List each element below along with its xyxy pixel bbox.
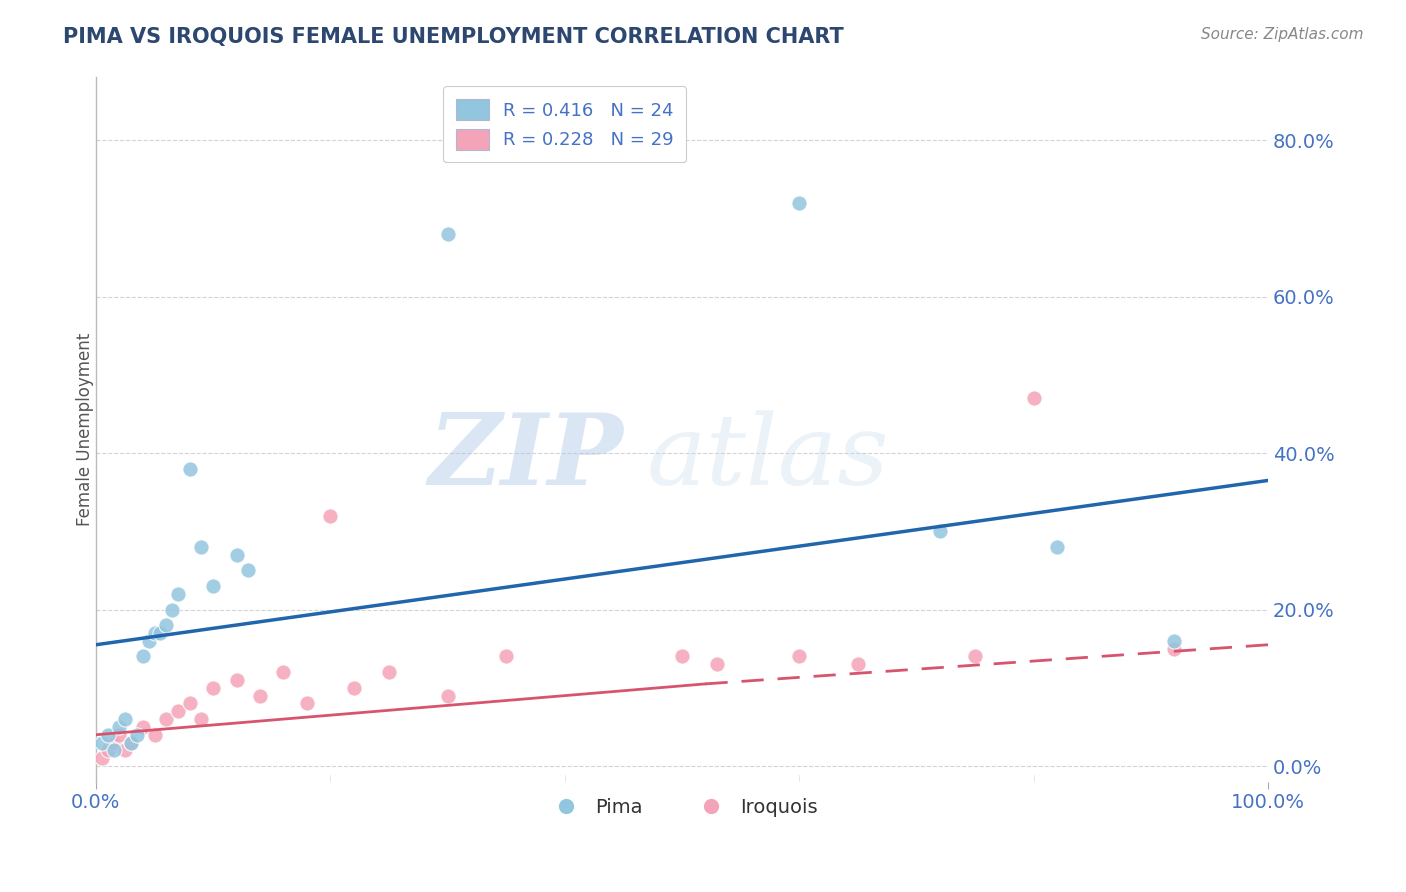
Point (295, 697, 318, 711)
Point (249, 689, 271, 703)
Point (167, 704, 190, 718)
Point (160, 602, 183, 616)
Point (167, 587, 190, 601)
Point (190, 712, 212, 726)
Point (787, 195, 810, 210)
Point (846, 657, 869, 672)
Point (90, 751, 112, 765)
Point (965, 649, 987, 664)
Point (143, 728, 166, 742)
Point (179, 697, 201, 711)
Point (155, 618, 177, 632)
Point (378, 665, 401, 680)
Point (929, 524, 952, 539)
Point (343, 681, 366, 695)
Point (179, 461, 201, 475)
Text: atlas: atlas (647, 410, 890, 506)
Point (114, 743, 136, 757)
Point (103, 735, 125, 749)
Point (132, 720, 155, 734)
Point (787, 649, 810, 664)
Point (120, 735, 142, 749)
Y-axis label: Female Unemployment: Female Unemployment (76, 333, 94, 526)
Point (436, 227, 458, 241)
Text: PIMA VS IROQUOIS FEMALE UNEMPLOYMENT CORRELATION CHART: PIMA VS IROQUOIS FEMALE UNEMPLOYMENT COR… (63, 27, 844, 46)
Point (238, 563, 260, 577)
Point (202, 579, 225, 593)
Point (97, 728, 120, 742)
Point (155, 712, 177, 726)
Point (125, 728, 148, 742)
Point (225, 673, 247, 687)
Point (138, 633, 160, 648)
Text: ZIP: ZIP (429, 409, 623, 506)
Point (190, 540, 212, 554)
Point (103, 743, 125, 757)
Legend: Pima, Iroquois: Pima, Iroquois (538, 790, 825, 825)
Point (108, 720, 131, 734)
Point (436, 689, 458, 703)
Text: Source: ZipAtlas.com: Source: ZipAtlas.com (1201, 27, 1364, 42)
Point (132, 649, 155, 664)
Point (1022, 391, 1045, 405)
Point (120, 735, 142, 749)
Point (1046, 540, 1069, 554)
Point (1163, 633, 1185, 648)
Point (149, 626, 172, 640)
Point (495, 649, 517, 664)
Point (319, 508, 342, 523)
Point (108, 728, 131, 742)
Point (143, 626, 166, 640)
Point (225, 548, 247, 562)
Point (114, 712, 136, 726)
Point (706, 657, 728, 672)
Point (273, 665, 295, 680)
Point (97, 743, 120, 757)
Point (671, 649, 693, 664)
Point (202, 681, 225, 695)
Point (1163, 641, 1185, 656)
Point (90, 735, 112, 749)
